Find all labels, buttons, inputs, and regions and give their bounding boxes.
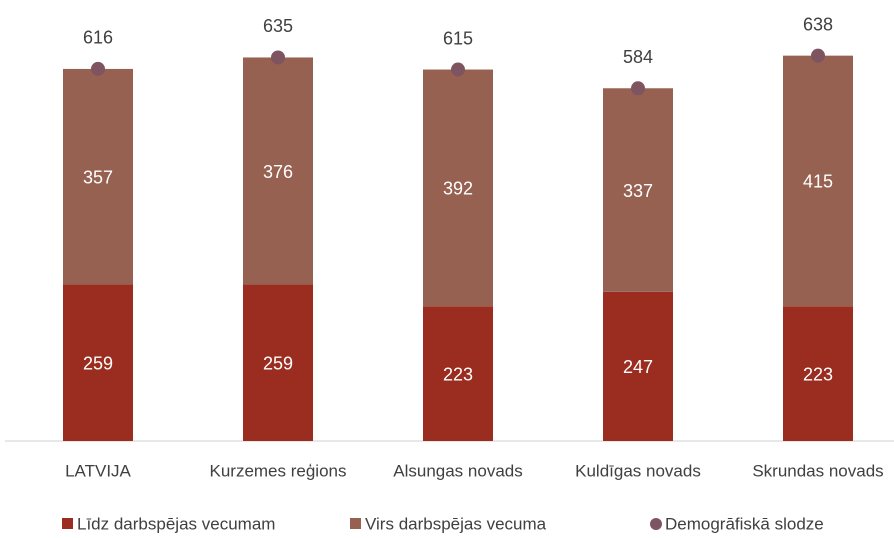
x-tick-label: Skrundas novads — [752, 461, 883, 480]
total-dot — [91, 61, 105, 76]
bar-segment — [603, 291, 673, 441]
bar-segment — [423, 306, 493, 441]
data-label: 337 — [623, 181, 653, 201]
x-tick-label: Kurzemes reģions — [209, 461, 346, 480]
data-label: 392 — [443, 179, 473, 199]
bar-segment — [63, 284, 133, 441]
data-label: 223 — [443, 364, 473, 384]
bar-segment — [783, 55, 853, 307]
data-label: 247 — [623, 357, 653, 377]
bar-segment — [783, 306, 853, 441]
data-label: 415 — [803, 172, 833, 192]
data-label: 635 — [263, 16, 293, 36]
data-label: 616 — [83, 28, 113, 48]
total-dot — [271, 50, 285, 65]
data-label: 638 — [803, 14, 833, 34]
bar-segment — [243, 284, 313, 441]
legend-label: Demogrāfiskā slodze — [665, 514, 824, 533]
bar-segment — [423, 69, 493, 307]
x-tick-label: Kuldīgas novads — [575, 461, 701, 480]
data-label: 615 — [443, 28, 473, 48]
total-dot — [811, 48, 825, 63]
x-tick-label: Alsungas novads — [393, 461, 522, 480]
legend-label: Virs darbspējas vecuma — [365, 514, 547, 533]
legend-label: Līdz darbspējas vecumam — [77, 514, 275, 533]
data-label: 223 — [803, 364, 833, 384]
bar-segment — [243, 57, 313, 285]
legend-marker — [650, 518, 662, 530]
data-label: 259 — [263, 354, 293, 374]
bar-segment — [603, 88, 673, 292]
data-label: 259 — [83, 354, 113, 374]
data-label: 376 — [263, 162, 293, 182]
total-dot — [451, 62, 465, 77]
total-dot — [631, 81, 645, 96]
legend-marker — [62, 518, 73, 529]
x-tick-label: LATVIJA — [65, 461, 131, 480]
data-label: 357 — [83, 168, 113, 188]
data-label: 584 — [623, 47, 653, 67]
bar-segment — [63, 68, 133, 285]
legend-marker — [350, 518, 361, 529]
